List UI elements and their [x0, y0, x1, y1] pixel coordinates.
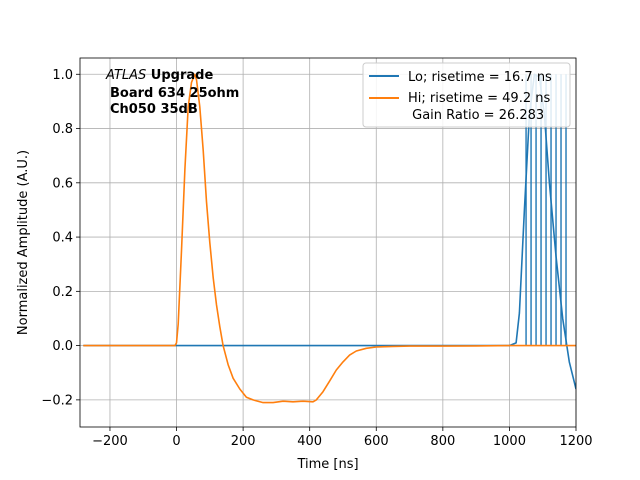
- legend-label-lo: Lo; risetime = 16.7 ns: [408, 70, 552, 85]
- legend-label-hi: Hi; risetime = 49.2 ns Gain Ratio = 26.2…: [408, 91, 550, 123]
- x-tick-label: 1000: [493, 434, 526, 449]
- x-tick-label: 200: [231, 434, 256, 449]
- legend: Lo; risetime = 16.7 ns Hi; risetime = 49…: [362, 62, 571, 128]
- annotation: ATLAS Upgrade Board 634 25ohm Ch050 35dB: [105, 68, 239, 117]
- legend-label-hi-line: Hi; risetime = 49.2 ns: [408, 91, 550, 106]
- y-tick-label: 0.8: [52, 122, 73, 137]
- legend-label-hi-line: Gain Ratio = 26.283: [408, 108, 544, 123]
- y-tick-label: 0.2: [52, 285, 73, 300]
- x-tick-label: 400: [297, 434, 322, 449]
- x-tick-label: 800: [430, 434, 455, 449]
- annotation-atlas: ATLAS: [105, 68, 146, 83]
- annotation-line-2: Board 634 25ohm: [110, 86, 239, 101]
- annotation-line-1: ATLAS Upgrade: [105, 68, 213, 83]
- ticks: −200 0 200 400 600 800 1000 1200 −0.2 0.0 0.2 0.4 0.…: [41, 68, 592, 449]
- x-tick-label: 1200: [559, 434, 592, 449]
- series-hi-line: [83, 73, 576, 404]
- x-axis-label: Time [ns]: [296, 457, 358, 472]
- y-tick-label: 0.4: [52, 231, 73, 246]
- y-tick-label: 0.6: [52, 176, 73, 191]
- legend-box: [362, 62, 571, 128]
- axes-frame: [79, 57, 577, 428]
- x-tick-label: 600: [364, 434, 389, 449]
- annotation-line-3: Ch050 35dB: [110, 102, 198, 117]
- annotation-upgrade: Upgrade: [146, 68, 213, 83]
- y-tick-label: 0.0: [52, 339, 73, 354]
- x-tick-label: 0: [172, 434, 180, 449]
- x-tick-label: −200: [92, 434, 128, 449]
- y-tick-label: −0.2: [41, 393, 73, 408]
- y-axis-label: Normalized Amplitude (A.U.): [16, 150, 31, 335]
- y-tick-label: 1.0: [52, 68, 73, 83]
